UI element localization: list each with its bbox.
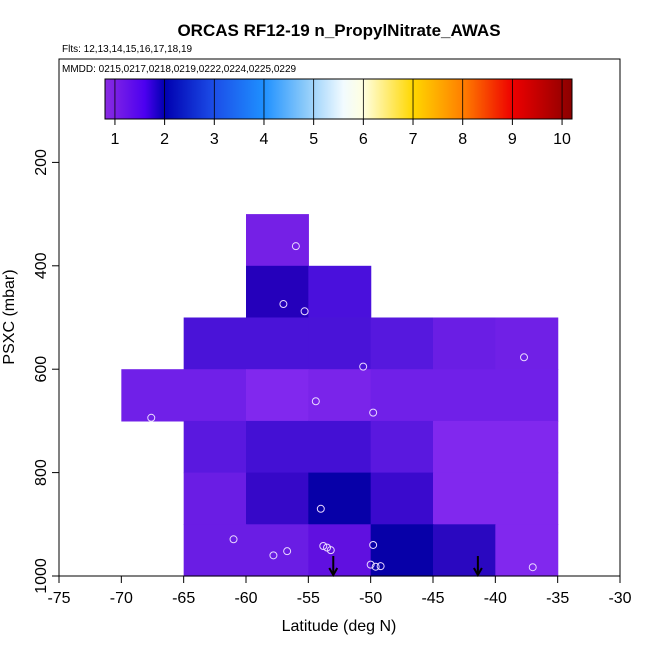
heatmap-cells bbox=[121, 214, 559, 577]
x-axis: -75 -70 -65 -60 -55 -50 -45 -40 -35 -30 bbox=[47, 576, 632, 607]
heatmap-cell bbox=[433, 472, 496, 525]
sample-point bbox=[229, 535, 238, 544]
colorbar-tick-label: 2 bbox=[160, 131, 169, 148]
y-tick-label: 600 bbox=[33, 356, 50, 383]
y-tick-label: 800 bbox=[33, 459, 50, 486]
sample-point bbox=[283, 547, 292, 556]
heatmap-cell bbox=[246, 214, 309, 267]
chart-title: ORCAS RF12-19 n_PropylNitrate_AWAS bbox=[177, 21, 500, 40]
sample-point bbox=[369, 540, 378, 549]
sample-point bbox=[279, 300, 288, 309]
heatmap-cell bbox=[495, 317, 559, 370]
heatmap-cell bbox=[433, 369, 496, 422]
colorbar-tick-label: 8 bbox=[458, 131, 467, 148]
heatmap-cell bbox=[246, 524, 309, 577]
sample-point bbox=[300, 307, 309, 316]
heatmap-cell bbox=[433, 524, 496, 577]
colorbar: 1 2 3 4 5 6 7 8 9 10 bbox=[104, 78, 573, 148]
arrow-marker bbox=[328, 556, 339, 578]
heatmap-cell bbox=[308, 420, 372, 474]
heatmap-cell bbox=[183, 317, 247, 370]
x-tick-label: -75 bbox=[47, 590, 70, 607]
x-tick-label: -35 bbox=[546, 590, 569, 607]
heatmap-cell bbox=[495, 369, 559, 422]
x-tick-label: -40 bbox=[484, 590, 507, 607]
x-tick-label: -45 bbox=[421, 590, 444, 607]
heatmap-cell bbox=[433, 420, 496, 474]
colorbar-tick-label: 5 bbox=[309, 131, 318, 148]
colorbar-tick-label: 1 bbox=[110, 131, 119, 148]
heatmap-cell bbox=[495, 420, 559, 474]
y-axis-label: PSXC (mbar) bbox=[1, 269, 18, 364]
y-tick-label: 200 bbox=[33, 149, 50, 176]
heatmap-cell bbox=[370, 420, 434, 474]
heatmap-cell bbox=[370, 524, 434, 577]
heatmap-cell bbox=[433, 317, 496, 370]
heatmap-cell bbox=[308, 472, 372, 525]
heatmap-cell bbox=[495, 524, 559, 577]
heatmap-cell bbox=[308, 265, 372, 319]
colorbar-tick-label: 6 bbox=[359, 131, 368, 148]
colorbar-tick-label: 4 bbox=[260, 131, 269, 148]
colorbar-tick-label: 9 bbox=[508, 131, 517, 148]
y-tick-label: 400 bbox=[33, 252, 50, 279]
sample-markers bbox=[147, 242, 537, 572]
heatmap-cell bbox=[183, 420, 247, 474]
heatmap-cell bbox=[246, 265, 309, 319]
heatmap-cell bbox=[183, 369, 247, 422]
x-tick-label: -70 bbox=[110, 590, 133, 607]
colorbar-gradient bbox=[104, 78, 573, 120]
sample-point bbox=[520, 353, 529, 362]
sample-point bbox=[366, 560, 375, 569]
colorbar-tick-label: 10 bbox=[553, 131, 571, 148]
heatmap-cell bbox=[370, 317, 434, 370]
sample-point bbox=[359, 362, 368, 371]
sample-point bbox=[371, 562, 380, 571]
heatmap-cell bbox=[370, 472, 434, 525]
heatmap-cell bbox=[370, 369, 434, 422]
mmdd-label: MMDD: 0215,0217,0218,0219,0222,0224,0225… bbox=[62, 64, 297, 75]
heatmap-cell bbox=[183, 472, 247, 525]
heatmap-cell bbox=[246, 420, 309, 474]
heatmap-cell bbox=[308, 524, 372, 577]
sample-point bbox=[528, 563, 537, 572]
heatmap-cell bbox=[246, 472, 309, 525]
sample-point bbox=[147, 413, 156, 422]
heatmap-cell bbox=[495, 472, 559, 525]
sample-point bbox=[316, 504, 325, 513]
arrow-markers bbox=[328, 556, 483, 578]
y-tick-label: 1000 bbox=[33, 558, 50, 594]
plot-frame bbox=[58, 58, 621, 577]
arrow-marker bbox=[473, 556, 483, 578]
x-tick-label: -65 bbox=[172, 590, 195, 607]
x-axis-label: Latitude (deg N) bbox=[282, 618, 397, 635]
colorbar-tick-label: 7 bbox=[409, 131, 418, 148]
colorbar-tick-label: 3 bbox=[210, 131, 219, 148]
x-tick-label: -55 bbox=[297, 590, 320, 607]
heatmap-cell bbox=[246, 317, 309, 370]
heatmap-cell bbox=[121, 369, 185, 422]
sample-point bbox=[269, 551, 278, 560]
x-tick-label: -30 bbox=[608, 590, 631, 607]
heatmap-cell bbox=[308, 369, 372, 422]
flights-label: Flts: 12,13,14,15,16,17,18,19 bbox=[62, 44, 193, 55]
sample-point bbox=[319, 542, 328, 551]
sample-point bbox=[291, 242, 300, 251]
x-tick-label: -60 bbox=[234, 590, 257, 607]
heatmap-cell bbox=[246, 369, 309, 422]
heatmap-cell bbox=[183, 524, 247, 577]
y-axis: 200 400 600 800 1000 bbox=[33, 149, 59, 594]
sample-point bbox=[376, 562, 385, 571]
heatmap-cell bbox=[308, 317, 372, 370]
sample-point bbox=[311, 397, 320, 406]
x-tick-label: -50 bbox=[359, 590, 382, 607]
sample-point bbox=[326, 546, 335, 555]
sample-point bbox=[369, 408, 378, 417]
